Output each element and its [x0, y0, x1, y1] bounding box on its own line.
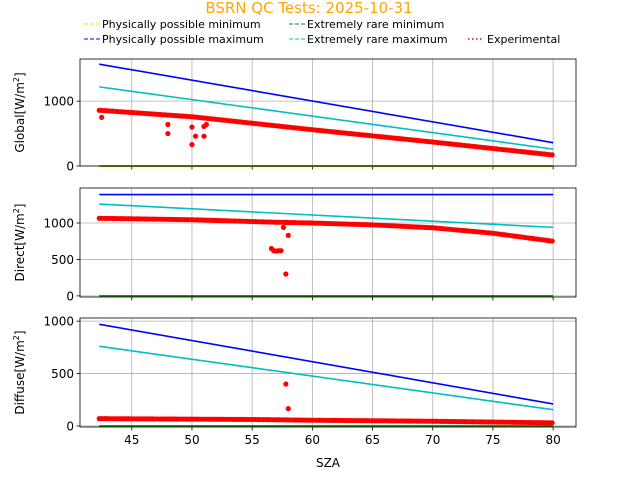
global-experimental-point [192, 133, 199, 139]
global-extremely-rare-maximum-line [99, 86, 554, 150]
chart-title: BSRN QC Tests: 2025-10-31 [205, 0, 412, 17]
diffuse-physically-possible-maximum-line [99, 323, 554, 405]
direct-axes-frame [79, 187, 577, 298]
legend-label-experimental: Experimental [487, 33, 560, 46]
global-y-tick-label: 1000 [43, 95, 74, 109]
global-experimental-point [549, 152, 555, 158]
direct-experimental-point [278, 248, 284, 254]
direct-experimental-point [285, 232, 291, 238]
global-y-axis-label: Global[W/m2] [12, 72, 27, 152]
x-tick-label: 55 [245, 433, 260, 447]
x-tick-label: 50 [184, 433, 199, 447]
global-experimental-point [99, 114, 105, 120]
legend: Physically possible minimum Extremely ra… [84, 18, 560, 46]
x-tick-label: 75 [485, 433, 500, 447]
x-tick-label: 70 [425, 433, 440, 447]
global-axes-frame [79, 58, 577, 167]
direct-experimental-point [280, 224, 287, 230]
diffuse-panel: 0 500 1000 45 50 55 60 65 70 75 80 Diffuse[W/m2] [12, 315, 577, 447]
diffuse-axes-frame [79, 317, 577, 428]
direct-experimental-point [549, 238, 555, 244]
x-tick-label: 45 [124, 433, 139, 447]
global-y-tick-label: 0 [66, 160, 74, 174]
x-tick-label: 65 [365, 433, 380, 447]
direct-y-tick-label: 1000 [43, 216, 74, 230]
direct-y-tick-label: 500 [51, 253, 74, 267]
direct-experimental-point [283, 219, 289, 225]
global-experimental-point [165, 121, 171, 128]
x-axis-label: SZA [316, 456, 341, 470]
diffuse-y-tick-label: 500 [51, 367, 74, 381]
direct-panel: 0 500 1000 Direct[W/m2] [12, 187, 577, 303]
global-experimental-point [189, 124, 195, 130]
global-experimental-point [165, 130, 171, 137]
legend-label-pp-max: Physically possible maximum [102, 33, 264, 46]
legend-label-er-max: Extremely rare maximum [307, 33, 448, 46]
direct-experimental-point [283, 271, 289, 277]
global-experimental-point [203, 121, 210, 128]
diffuse-y-tick-label: 1000 [43, 315, 74, 329]
global-panel: 0 1000 Global[W/m2] [12, 58, 577, 174]
legend-label-er-min: Extremely rare minimum [307, 18, 444, 31]
x-tick-label: 60 [305, 433, 320, 447]
diffuse-experimental-point [549, 420, 555, 426]
global-experimental-point [189, 142, 195, 148]
global-experimental-point [201, 133, 207, 139]
direct-extremely-rare-maximum-line [99, 203, 554, 229]
diffuse-y-axis-label: Diffuse[W/m2] [12, 330, 27, 414]
x-tick-label: 80 [545, 433, 560, 447]
direct-y-tick-label: 0 [66, 289, 74, 303]
diffuse-extremely-rare-maximum-line [99, 345, 554, 411]
diffuse-y-tick-label: 0 [66, 419, 74, 433]
legend-label-pp-min: Physically possible minimum [102, 18, 261, 31]
direct-y-axis-label: Direct[W/m2] [12, 204, 27, 282]
diffuse-experimental-point [283, 381, 289, 387]
global-physically-possible-maximum-line [99, 63, 554, 144]
diffuse-experimental-point [285, 406, 291, 412]
panels: 0 1000 Global[W/m2] 0 500 1000 Direct[W/m2] 0 50… [12, 58, 577, 447]
